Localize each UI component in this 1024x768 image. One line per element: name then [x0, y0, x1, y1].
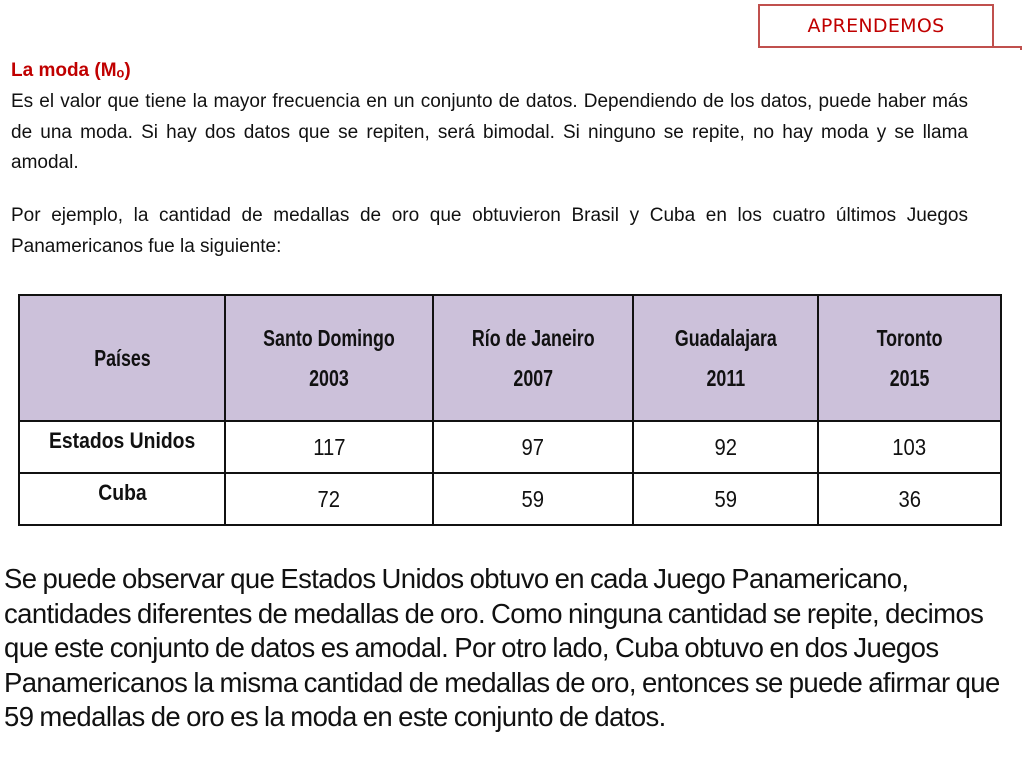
table-cell: 103 [817, 420, 1002, 474]
table-cell: 117 [224, 420, 434, 474]
table-cell: 36 [817, 472, 1002, 526]
header-cell-toronto: Toronto 2015 [817, 294, 1002, 422]
table-cell: 72 [224, 472, 434, 526]
table-cell: 59 [632, 472, 819, 526]
medals-table: Países Santo Domingo 2003 Río de Janeiro 2… [18, 294, 1002, 526]
medals-table-container: Países Santo Domingo 2003 Río de Janeiro 2… [18, 294, 1002, 526]
table-row: Cuba 72 59 59 36 [18, 472, 1002, 526]
header-cell-santo-domingo: Santo Domingo 2003 [224, 294, 434, 422]
table-cell: 59 [432, 472, 634, 526]
table-cell: 97 [432, 420, 634, 474]
header-cell-guadalajara: Guadalajara 2011 [632, 294, 819, 422]
definition-paragraph: Es el valor que tiene la mayor frecuenci… [11, 91, 968, 173]
table-header-row: Países Santo Domingo 2003 Río de Janeiro 2… [18, 294, 1002, 422]
table-cell: 92 [632, 420, 819, 474]
table-row: Estados Unidos 117 97 92 103 [18, 420, 1002, 474]
badge-decoration [994, 46, 1022, 50]
badge-label: APRENDEMOS [807, 15, 945, 37]
example-intro-paragraph: Por ejemplo, la cantidad de medallas de … [11, 205, 968, 257]
conclusion-paragraph: Se puede observar que Estados Unidos obt… [4, 563, 1000, 732]
row-label-cell: Estados Unidos [18, 420, 226, 474]
header-cell-countries: Países [18, 294, 226, 422]
aprendemos-badge: APRENDEMOS [758, 4, 994, 48]
row-label-cell: Cuba [18, 472, 226, 526]
section-title: La moda (Mₒ) [11, 60, 131, 81]
header-cell-rio-de-janeiro: Río de Janeiro 2007 [432, 294, 634, 422]
